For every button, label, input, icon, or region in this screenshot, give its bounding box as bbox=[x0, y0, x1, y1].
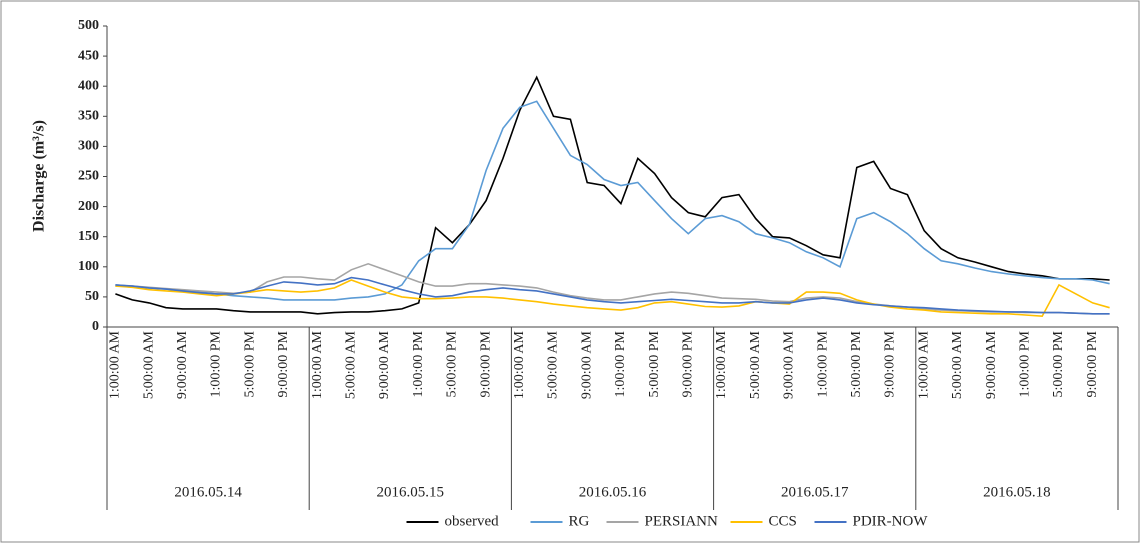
group-label: 2016.05.17 bbox=[781, 484, 849, 500]
group-label: 2016.05.15 bbox=[377, 484, 445, 500]
group-label: 2016.05.14 bbox=[174, 484, 242, 500]
x-tick-label: 1:00:00 AM bbox=[310, 330, 325, 399]
x-tick-label: 1:00:00 PM bbox=[411, 330, 426, 397]
x-tick-label: 9:00:00 PM bbox=[883, 330, 898, 397]
legend-label: observed bbox=[445, 513, 500, 529]
x-tick-label: 5:00:00 PM bbox=[849, 330, 864, 397]
x-tick-label: 1:00:00 AM bbox=[916, 330, 931, 399]
y-tick-label: 250 bbox=[78, 169, 99, 184]
series-line bbox=[115, 276, 1110, 315]
x-tick-label: 5:00:00 PM bbox=[1051, 330, 1066, 397]
x-tick-label: 1:00:00 PM bbox=[1018, 330, 1033, 397]
y-tick-label: 150 bbox=[78, 229, 99, 244]
x-tick-label: 1:00:00 AM bbox=[512, 330, 527, 399]
legend-label: CCS bbox=[769, 513, 797, 529]
legend-label: PDIR-NOW bbox=[853, 513, 929, 529]
x-tick-label: 5:00:00 PM bbox=[647, 330, 662, 397]
x-tick-label: 9:00:00 AM bbox=[984, 330, 999, 399]
x-tick-label: 1:00:00 AM bbox=[108, 330, 123, 399]
y-tick-label: 100 bbox=[78, 259, 99, 274]
series-line bbox=[115, 262, 1110, 315]
legend-label: PERSIANN bbox=[645, 513, 719, 529]
y-tick-label: 0 bbox=[92, 319, 99, 334]
x-tick-label: 5:00:00 AM bbox=[748, 330, 763, 399]
group-label: 2016.05.18 bbox=[983, 484, 1051, 500]
y-tick-label: 50 bbox=[85, 289, 99, 304]
x-tick-label: 5:00:00 AM bbox=[950, 330, 965, 399]
y-axis-label: Discharge (m³/s) bbox=[31, 120, 48, 232]
y-tick-label: 200 bbox=[78, 199, 99, 214]
x-tick-label: 9:00:00 PM bbox=[1085, 330, 1100, 397]
series-line bbox=[115, 75, 1110, 315]
x-tick-label: 1:00:00 PM bbox=[815, 330, 830, 397]
x-tick-label: 5:00:00 AM bbox=[546, 330, 561, 399]
x-tick-label: 5:00:00 PM bbox=[242, 330, 257, 397]
x-tick-label: 5:00:00 AM bbox=[141, 330, 156, 399]
legend-label: RG bbox=[569, 513, 590, 529]
x-tick-label: 1:00:00 AM bbox=[714, 330, 729, 399]
x-tick-label: 9:00:00 AM bbox=[377, 330, 392, 399]
y-tick-label: 350 bbox=[78, 109, 99, 124]
x-tick-label: 9:00:00 PM bbox=[276, 330, 291, 397]
group-label: 2016.05.16 bbox=[579, 484, 647, 500]
x-tick-label: 1:00:00 PM bbox=[209, 330, 224, 397]
y-tick-label: 500 bbox=[78, 18, 99, 33]
x-tick-label: 5:00:00 AM bbox=[344, 330, 359, 399]
series-line bbox=[115, 279, 1110, 318]
x-tick-label: 5:00:00 PM bbox=[445, 330, 460, 397]
y-tick-label: 300 bbox=[78, 139, 99, 154]
series-line bbox=[115, 100, 1110, 301]
y-tick-label: 400 bbox=[78, 78, 99, 93]
x-tick-label: 9:00:00 AM bbox=[782, 330, 797, 399]
x-tick-label: 9:00:00 AM bbox=[579, 330, 594, 399]
y-tick-label: 450 bbox=[78, 48, 99, 63]
x-tick-label: 1:00:00 PM bbox=[613, 330, 628, 397]
x-tick-label: 9:00:00 AM bbox=[175, 330, 190, 399]
x-tick-label: 9:00:00 PM bbox=[478, 330, 493, 397]
x-tick-label: 9:00:00 PM bbox=[681, 330, 696, 397]
